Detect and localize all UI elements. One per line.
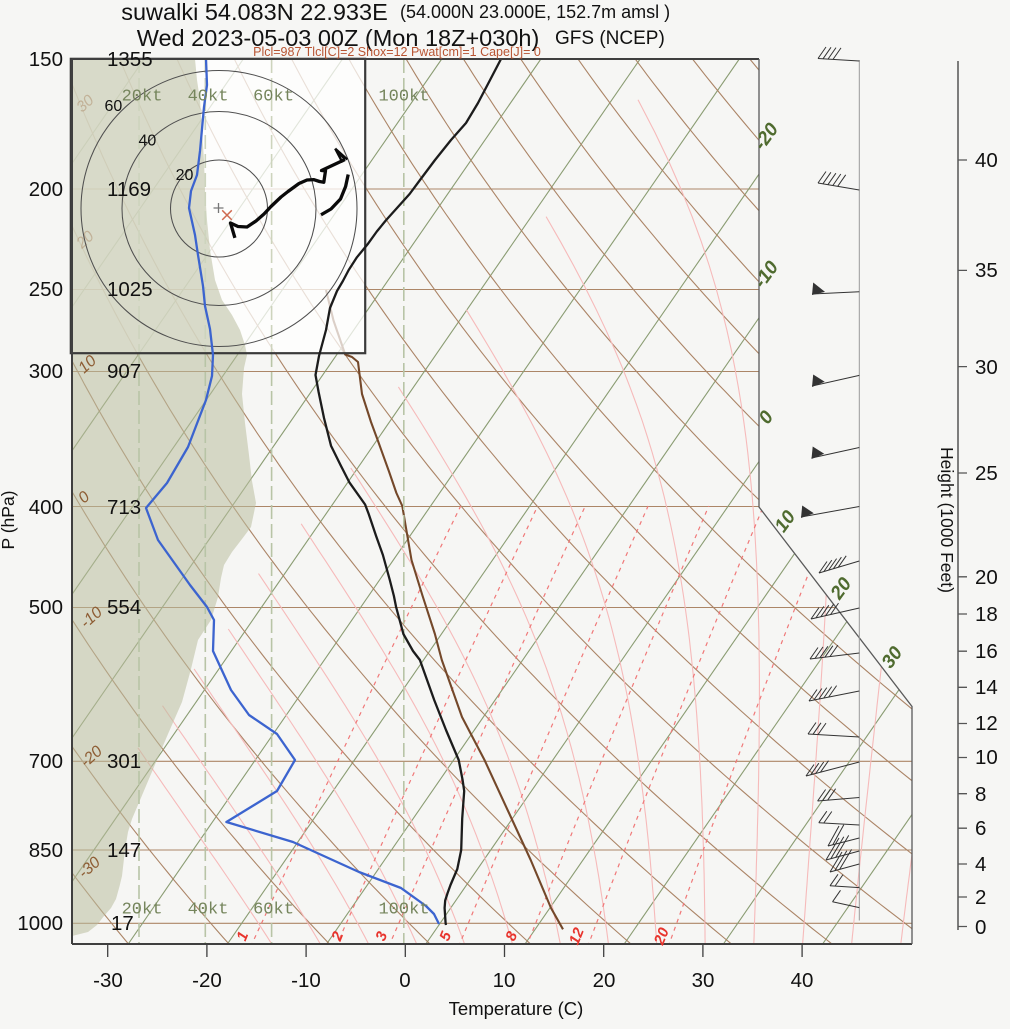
svg-text:-10: -10 — [291, 969, 321, 992]
svg-text:30: 30 — [692, 969, 715, 992]
svg-text:500: 500 — [29, 596, 63, 619]
svg-text:GFS (NCEP): GFS (NCEP) — [555, 28, 665, 49]
svg-text:4: 4 — [975, 853, 986, 876]
svg-text:20kt: 20kt — [122, 88, 163, 107]
svg-text:12: 12 — [975, 712, 998, 735]
svg-text:6: 6 — [975, 817, 986, 840]
svg-text:850: 850 — [29, 839, 63, 862]
svg-text:713: 713 — [107, 496, 141, 519]
svg-text:-30: -30 — [93, 969, 123, 992]
svg-text:2: 2 — [975, 886, 986, 909]
svg-text:147: 147 — [107, 839, 141, 862]
svg-text:60kt: 60kt — [253, 88, 294, 107]
svg-text:1025: 1025 — [107, 278, 153, 301]
svg-text:907: 907 — [107, 360, 141, 383]
svg-text:40kt: 40kt — [188, 88, 229, 107]
svg-text:301: 301 — [107, 750, 141, 773]
svg-text:16: 16 — [975, 640, 998, 663]
svg-text:suwalki 54.083N 22.933E: suwalki 54.083N 22.933E — [121, 0, 388, 25]
svg-text:40kt: 40kt — [188, 901, 229, 920]
svg-text:20kt: 20kt — [122, 901, 163, 920]
svg-text:250: 250 — [29, 278, 63, 301]
svg-text:40: 40 — [975, 149, 998, 172]
svg-text:Plcl=987 Tlcl[C]=2 Shox=12 Pwa: Plcl=987 Tlcl[C]=2 Shox=12 Pwat[cm]=1 Ca… — [253, 45, 541, 59]
svg-text:60: 60 — [105, 98, 123, 115]
svg-text:10: 10 — [493, 969, 516, 992]
svg-text:18: 18 — [975, 603, 998, 626]
svg-text:700: 700 — [29, 750, 63, 773]
svg-text:8: 8 — [975, 783, 986, 806]
svg-text:35: 35 — [975, 259, 998, 282]
svg-text:P (hPa): P (hPa) — [0, 490, 18, 549]
svg-text:200: 200 — [29, 178, 63, 201]
svg-text:Height (1000 Feet): Height (1000 Feet) — [937, 447, 957, 593]
svg-text:1000: 1000 — [17, 912, 63, 935]
svg-text:100kt: 100kt — [378, 901, 429, 920]
svg-text:300: 300 — [29, 360, 63, 383]
svg-text:Temperature (C): Temperature (C) — [449, 998, 584, 1019]
svg-text:12: 12 — [566, 925, 588, 947]
svg-text:20: 20 — [593, 969, 616, 992]
svg-text:17: 17 — [111, 912, 134, 935]
svg-text:554: 554 — [107, 596, 141, 619]
svg-text:30: 30 — [975, 356, 998, 379]
svg-text:40: 40 — [791, 969, 814, 992]
svg-text:10: 10 — [975, 746, 998, 769]
svg-text:1169: 1169 — [107, 178, 151, 201]
svg-text:20: 20 — [176, 167, 194, 184]
svg-text:150: 150 — [29, 48, 63, 71]
svg-text:Wed 2023-05-03 00Z (Mon 18Z+03: Wed 2023-05-03 00Z (Mon 18Z+030h) — [137, 25, 540, 51]
svg-text:(54.000N 23.000E, 152.7m amsl: (54.000N 23.000E, 152.7m amsl ) — [400, 2, 670, 22]
svg-text:100kt: 100kt — [378, 88, 429, 107]
svg-text:14: 14 — [975, 676, 998, 699]
svg-text:20: 20 — [650, 925, 673, 948]
svg-text:400: 400 — [29, 496, 63, 519]
svg-text:60kt: 60kt — [253, 901, 294, 920]
svg-text:20: 20 — [975, 566, 998, 589]
svg-text:25: 25 — [975, 462, 998, 485]
svg-text:0: 0 — [975, 916, 986, 939]
svg-text:1355: 1355 — [107, 48, 153, 71]
svg-text:-20: -20 — [192, 969, 222, 992]
svg-text:0: 0 — [399, 969, 410, 992]
svg-text:40: 40 — [139, 132, 157, 149]
